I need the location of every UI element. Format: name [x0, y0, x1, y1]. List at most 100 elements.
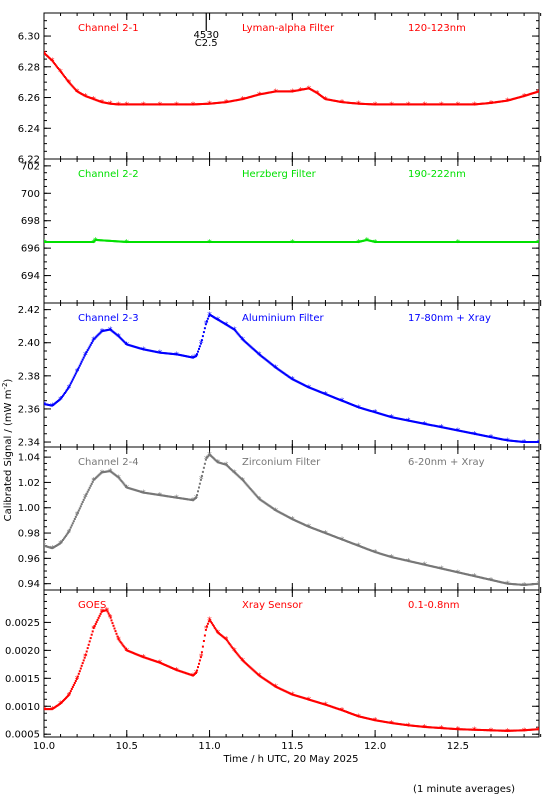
data-point-fill: [66, 532, 69, 535]
data-point-fill: [99, 612, 102, 615]
data-point-fill: [82, 356, 85, 359]
data-point-fill: [205, 456, 208, 459]
data-point: *: [537, 580, 542, 590]
data-point-fill: [196, 669, 198, 672]
data-point-fill: [126, 343, 129, 346]
data-point-fill: [90, 342, 93, 344]
series-label-2: Xray Sensor: [242, 600, 303, 611]
series-label-2: Zirconium Filter: [242, 457, 321, 468]
data-point-fill: [61, 539, 64, 541]
data-point-fill: [113, 627, 116, 630]
data-point-fill: [124, 484, 127, 487]
data-point: *: [141, 101, 146, 111]
data-point-fill: [195, 496, 197, 499]
data-point-fill: [73, 87, 76, 90]
data-point: *: [194, 352, 199, 362]
series-label-3: 190-222nm: [408, 169, 466, 180]
data-point-fill: [65, 389, 68, 392]
data-point: *: [439, 565, 444, 575]
data-point-fill: [239, 657, 242, 659]
data-point: *: [307, 85, 312, 95]
y-tick-label: 2.36: [18, 404, 40, 415]
data-point: *: [141, 489, 146, 499]
data-point-fill: [71, 686, 74, 688]
data-point: *: [204, 319, 209, 329]
data-point-fill: [116, 635, 119, 638]
data-point-fill: [200, 339, 203, 342]
data-point-fill: [64, 534, 67, 537]
data-point: *: [340, 707, 345, 717]
data-point-fill: [204, 628, 207, 631]
data-point: *: [158, 101, 163, 111]
data-point-fill: [69, 382, 72, 385]
data-point-fill: [70, 380, 73, 383]
panel-5: 0.0005 0.0010 0.0015 0.0020 0.0025 10.0 10.5 11…: [5, 589, 542, 752]
data-point-fill: [69, 526, 72, 529]
data-point-fill: [91, 480, 94, 483]
data-point-fill: [73, 682, 76, 684]
x-tick-label: 10.0: [33, 741, 55, 752]
data-point-fill: [64, 77, 67, 80]
data-point-fill: [81, 358, 84, 361]
data-point: *: [75, 88, 80, 98]
data-point-fill: [126, 486, 129, 489]
data-point-fill: [121, 481, 124, 484]
data-point-fill: [226, 640, 229, 643]
data-point: *: [274, 507, 279, 517]
y-tick-label: 696: [21, 244, 40, 255]
data-point: *: [100, 99, 105, 109]
data-point-fill: [233, 328, 236, 331]
data-point-fill: [537, 582, 539, 585]
data-point-fill: [82, 498, 85, 501]
data-point-fill: [66, 79, 69, 82]
data-point-fill: [196, 494, 198, 497]
data-point: *: [67, 692, 72, 702]
data-point-fill: [202, 331, 205, 334]
data-point-fill: [237, 333, 240, 336]
data-point-fill: [120, 480, 123, 482]
data-point-fill: [117, 638, 120, 641]
data-point: *: [174, 351, 179, 361]
y-tick-label: 6.28: [18, 62, 40, 73]
data-point-fill: [71, 522, 74, 525]
data-point-fill: [239, 336, 242, 338]
data-point: *: [174, 101, 179, 111]
data-point-fill: [63, 536, 66, 539]
data-point: *: [108, 468, 113, 478]
data-point: *: [116, 333, 121, 343]
data-point-fill: [74, 515, 77, 518]
y-tick-label: 702: [21, 161, 40, 172]
data-point-fill: [57, 68, 60, 71]
data-point: *: [42, 49, 47, 59]
data-point: *: [373, 549, 378, 559]
data-point: *: [307, 523, 312, 533]
data-point-fill: [123, 646, 126, 649]
panel-2: 694 696 698 700 702 Channel 2-2 Herzberg Filte…: [21, 158, 542, 304]
y-tick-label: 1.02: [18, 478, 40, 489]
data-point: *: [257, 672, 262, 682]
data-point: *: [323, 530, 328, 540]
data-point-fill: [198, 347, 200, 350]
data-point-fill: [238, 655, 241, 658]
y-tick-label: 2.38: [18, 371, 40, 382]
data-point-fill: [60, 72, 63, 75]
data-point-fill: [250, 489, 253, 492]
data-point-fill: [234, 330, 237, 333]
data-point-fill: [209, 620, 212, 623]
series-label-1: Channel 2-1: [78, 23, 139, 34]
y-tick-label: 0.0025: [5, 618, 40, 629]
data-point: *: [373, 101, 378, 111]
data-point-fill: [89, 637, 92, 640]
y-tick-label: 0.96: [18, 554, 40, 565]
data-point-fill: [69, 690, 72, 693]
data-point-fill: [245, 483, 248, 486]
series-label-1: Channel 2-2: [78, 169, 139, 180]
x-tick-label: 10.5: [116, 741, 138, 752]
data-point-fill: [89, 343, 92, 346]
data-point-fill: [212, 625, 215, 628]
data-point-fill: [252, 491, 255, 494]
data-point-fill: [203, 462, 206, 465]
data-point-fill: [243, 481, 246, 484]
data-point: *: [108, 326, 113, 336]
